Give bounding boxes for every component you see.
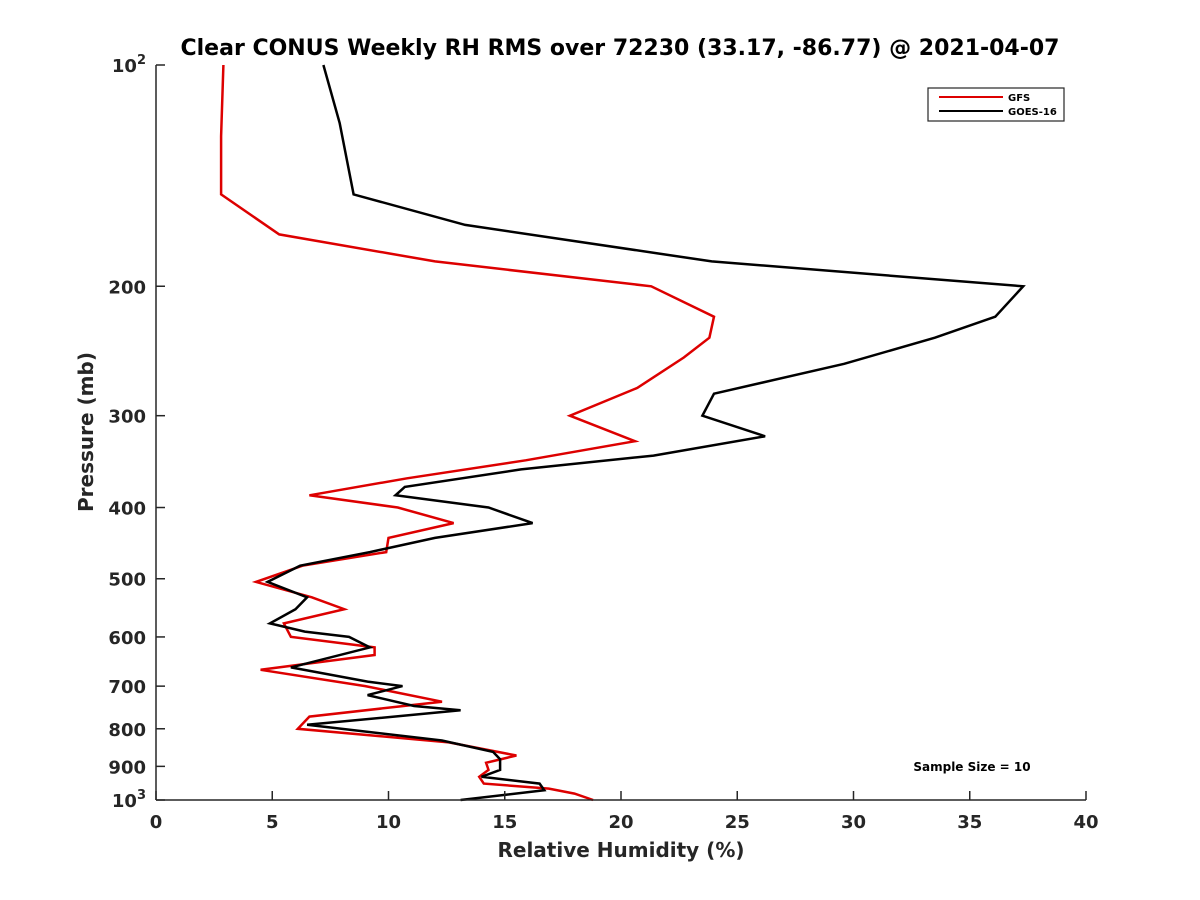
y-tick-label: 600	[108, 628, 146, 649]
x-tick-label: 35	[957, 812, 982, 833]
series-line-gfs	[219, 64, 716, 802]
y-tick-label: 400	[108, 499, 146, 520]
y-tick-label: 500	[108, 570, 146, 591]
series-line-goes16	[264, 64, 1026, 802]
y-tick-label: 800	[108, 720, 146, 741]
y-tick-label: 103	[112, 788, 146, 812]
y-ticks: 102 200 300 400 500 600 700 800 900 103	[108, 53, 165, 812]
y-tick-label: 700	[108, 677, 146, 698]
legend-label-goes16: GOES-16	[1008, 107, 1057, 118]
y-tick-label: 900	[108, 757, 146, 778]
x-tick-label: 5	[266, 812, 279, 833]
x-tick-label: 25	[725, 812, 750, 833]
x-tick-label: 30	[841, 812, 866, 833]
x-tick-label: 10	[376, 812, 401, 833]
x-tick-label: 0	[150, 812, 163, 833]
x-tick-label: 20	[608, 812, 633, 833]
y-tick-label: 300	[108, 407, 146, 428]
legend: GFS GOES-16	[927, 87, 1065, 122]
series-layer	[219, 64, 1026, 802]
axes	[155, 65, 1086, 801]
x-tick-label: 15	[492, 812, 517, 833]
x-ticks: 0 5 10 15 20 25 30 35 40	[150, 791, 1099, 833]
chart-title: Clear CONUS Weekly RH RMS over 72230 (33…	[181, 36, 1060, 61]
y-tick-label: 102	[112, 53, 146, 77]
sample-size-annotation: Sample Size = 10	[913, 760, 1030, 774]
x-axis-label: Relative Humidity (%)	[497, 838, 744, 862]
y-tick-label: 200	[108, 277, 146, 298]
x-tick-label: 40	[1073, 812, 1098, 833]
legend-box	[927, 87, 1065, 122]
legend-label-gfs: GFS	[1008, 93, 1030, 104]
y-axis-label: Pressure (mb)	[74, 352, 98, 512]
